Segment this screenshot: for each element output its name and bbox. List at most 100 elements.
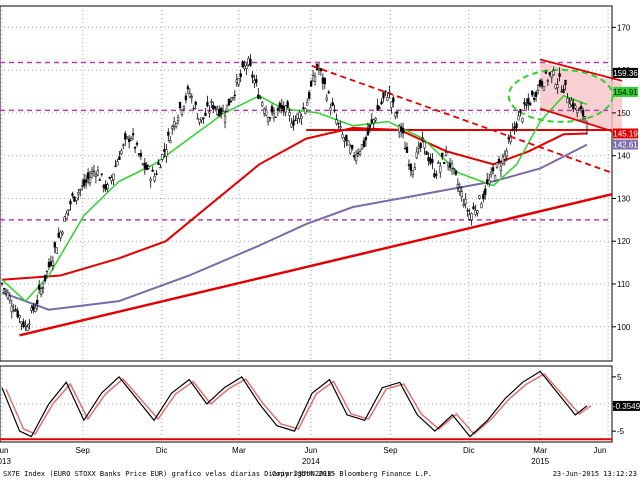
candle-body	[245, 65, 248, 69]
candle-body	[88, 177, 92, 184]
candle-body	[474, 210, 477, 215]
candle-body	[497, 158, 501, 162]
x-tick-label: Jun	[0, 446, 8, 455]
candle-body	[398, 125, 401, 133]
x-year-label: 2015	[531, 457, 549, 466]
footer-left: SX7E Index (EURO STOXX Banks Price EUR) …	[3, 470, 336, 478]
trendline-dashed	[311, 65, 613, 174]
candle-body	[470, 213, 473, 221]
oscillator-panel: 50-5-0.3549	[0, 370, 640, 441]
candle-body	[546, 80, 550, 82]
value-tag-label: 159.36	[613, 69, 638, 78]
candle-body	[452, 168, 456, 170]
candle-body	[302, 107, 305, 109]
candle-body	[374, 118, 377, 121]
candle-body	[206, 101, 209, 107]
candle-body	[529, 102, 532, 106]
candle-body	[437, 162, 440, 164]
candle-body	[578, 108, 581, 110]
candle-body	[149, 178, 152, 182]
x-tick-label: Mar	[533, 446, 547, 455]
candle-body	[448, 163, 452, 168]
candle-body	[49, 261, 53, 266]
candle-body	[212, 105, 215, 110]
candle-body	[360, 144, 364, 150]
candle-body	[356, 152, 360, 154]
candle-body	[292, 120, 295, 126]
candle-body	[30, 307, 33, 311]
candle-body	[533, 97, 536, 100]
candle-body	[570, 100, 573, 106]
candle-body	[493, 175, 497, 182]
candle-body	[531, 90, 534, 96]
candle-body	[495, 162, 499, 168]
candle-body	[390, 101, 393, 108]
candle-body	[129, 138, 133, 141]
candle-body	[255, 79, 258, 83]
candle-body	[304, 108, 307, 114]
osc-signal-line	[5, 373, 592, 436]
candle-body	[562, 88, 565, 93]
candle-body	[216, 109, 219, 115]
candle-body	[251, 74, 254, 78]
candle-body	[184, 95, 188, 101]
candle-body	[10, 305, 13, 313]
y-tick-label: 110	[617, 280, 630, 289]
candle-body	[337, 122, 340, 125]
candle-body	[171, 126, 174, 129]
value-tag-label: 142.61	[613, 141, 638, 150]
candle-body	[583, 116, 587, 119]
candle-body	[79, 189, 82, 191]
candle-body	[227, 98, 231, 106]
candle-body	[403, 148, 407, 150]
candle-body	[41, 287, 45, 289]
candle-body	[468, 214, 471, 220]
moving-averages	[1, 94, 588, 311]
candle-body	[233, 94, 236, 97]
candle-body	[306, 102, 309, 106]
candle-body	[135, 142, 139, 145]
candle-body	[100, 173, 103, 175]
channel-lower	[539, 107, 623, 136]
candle-body	[335, 119, 338, 124]
candle-body	[198, 119, 201, 123]
candle-body	[280, 104, 283, 109]
candle-body	[540, 81, 544, 87]
candle-body	[423, 141, 426, 149]
candle-body	[272, 113, 276, 119]
candle-body	[515, 123, 518, 128]
candle-body	[407, 164, 411, 166]
candle-body	[538, 80, 542, 86]
candle-body	[71, 193, 74, 196]
candle-body	[556, 84, 559, 88]
candle-body	[116, 161, 119, 166]
candle-body	[519, 109, 522, 113]
candle-body	[427, 156, 430, 161]
candle-body	[345, 134, 348, 141]
candle-body	[317, 68, 321, 71]
candle-body	[446, 161, 450, 167]
candle-body	[444, 152, 448, 156]
candle-body	[466, 210, 469, 212]
candle-body	[501, 156, 505, 164]
candle-body	[368, 124, 371, 128]
candle-body	[401, 128, 405, 134]
candle-body	[112, 173, 115, 181]
candle-body	[28, 323, 31, 326]
candle-body	[298, 111, 301, 119]
candle-body	[394, 112, 397, 117]
ma-green-line	[1, 94, 588, 303]
candle-body	[45, 270, 49, 273]
candle-body	[566, 98, 569, 103]
osc-value-tag-bg	[613, 400, 640, 411]
candle-body	[354, 154, 358, 162]
candle-body	[372, 119, 375, 124]
candle-body	[118, 156, 121, 161]
candle-body	[550, 71, 553, 78]
candle-body	[231, 97, 235, 99]
candle-body	[204, 112, 207, 116]
candle-body	[8, 295, 11, 301]
candle-body	[6, 292, 10, 299]
candle-body	[157, 162, 160, 165]
